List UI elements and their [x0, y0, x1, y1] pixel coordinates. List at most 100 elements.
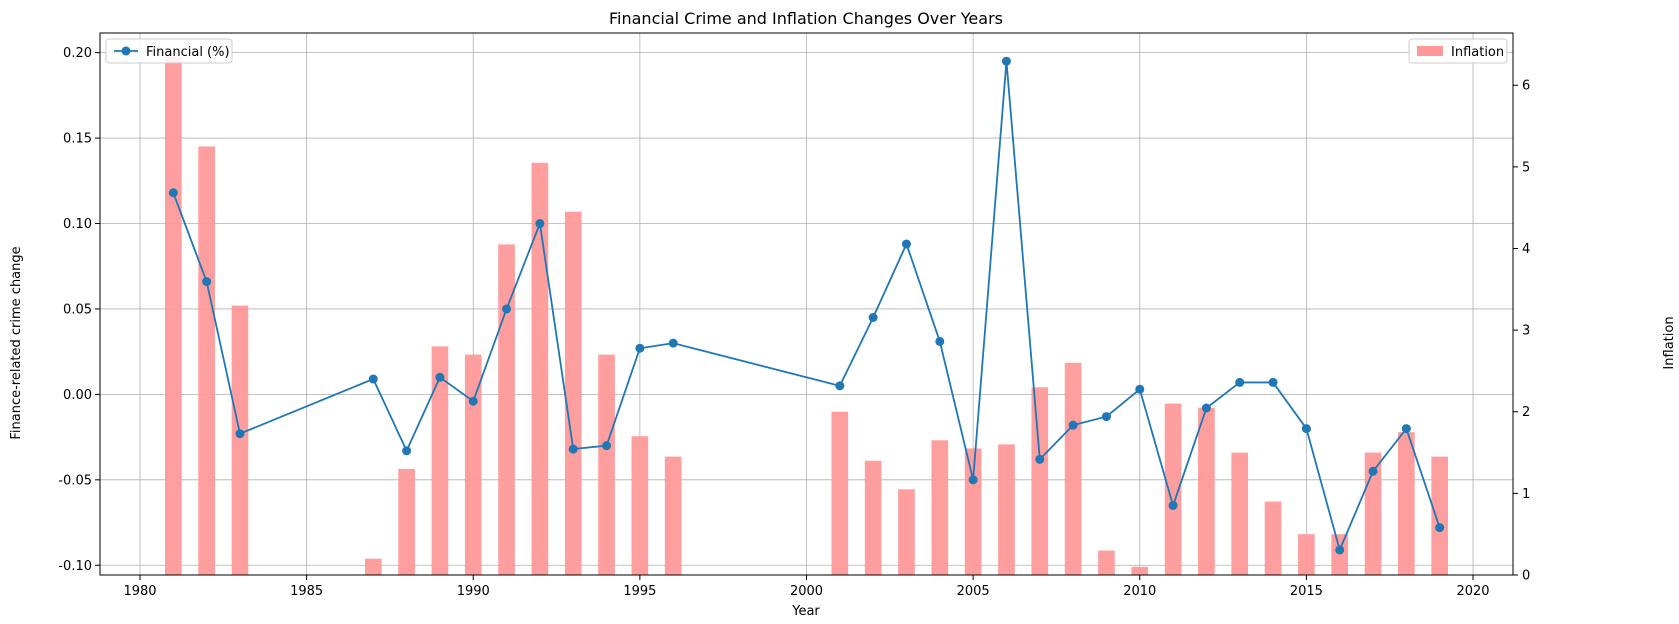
x-tick-label: 1990: [457, 584, 490, 599]
financial-point: [968, 475, 978, 485]
y-left-tick-label: 0.20: [63, 46, 92, 61]
financial-point: [901, 239, 911, 249]
financial-point: [1035, 454, 1045, 464]
financial-point: [1368, 466, 1378, 476]
axes: 1980 1985 1990 1995 2000 2005 2010 2015 2020 -0.1…: [58, 32, 1530, 599]
y-left-tick-label: 0.00: [63, 388, 92, 403]
inflation-bar: [931, 440, 949, 575]
y-left-tick-label: 0.05: [63, 302, 92, 317]
inflation-bar: [398, 468, 415, 575]
y-right-tick-label: 3: [1522, 324, 1530, 339]
financial-point: [535, 219, 545, 229]
x-tick-label: 2015: [1290, 584, 1323, 599]
inflation-bar: [531, 162, 549, 576]
financial-point: [1135, 384, 1145, 394]
x-tick-label: 2020: [1456, 584, 1489, 599]
inflation-bar: [431, 346, 449, 575]
financial-point: [835, 381, 845, 391]
inflation-bar: [1198, 407, 1215, 575]
x-tick-label: 2010: [1123, 584, 1156, 599]
legend-inflation-box: [1408, 38, 1508, 64]
financial-point: [602, 441, 612, 451]
financial-point: [1201, 403, 1211, 413]
inflation-bar: [1131, 566, 1149, 575]
inflation-bar: [964, 448, 982, 575]
legend-financial: Financial (%): [105, 38, 233, 64]
financial-point: [1401, 424, 1411, 434]
inflation-bar: [464, 354, 482, 575]
inflation-bar: [564, 211, 582, 575]
financial-point: [1268, 377, 1278, 387]
inflation-bar: [898, 489, 915, 575]
legend-inflation-label: Inflation: [1451, 45, 1504, 60]
legend-financial-marker: [121, 46, 131, 56]
inflation-bar: [1264, 501, 1282, 575]
financial-point: [202, 277, 212, 287]
financial-point: [168, 188, 178, 198]
inflation-bar: [1431, 456, 1449, 575]
inflation-bar: [231, 305, 249, 575]
financial-point: [435, 372, 445, 382]
financial-point: [868, 312, 878, 322]
financial-point: [1168, 500, 1178, 510]
inflation-bar: [498, 244, 515, 575]
inflation-bar: [1298, 534, 1315, 575]
inflation-bar: [1164, 403, 1182, 575]
financial-point: [1001, 56, 1011, 66]
x-tick-label: 1985: [290, 584, 323, 599]
y-right-tick-label: 1: [1522, 487, 1530, 502]
financial-point: [635, 343, 645, 353]
financial-point: [1301, 424, 1311, 434]
legend-financial-label: Financial (%): [146, 45, 230, 60]
grid: [100, 33, 1513, 575]
inflation-bar: [1064, 362, 1082, 575]
inflation-bars: [164, 56, 1449, 576]
financial-point: [402, 446, 412, 456]
y-right-tick-label: 0: [1522, 569, 1530, 584]
chart-title: Financial Crime and Inflation Changes Ov…: [609, 9, 1003, 28]
y-right-tick-label: 5: [1522, 160, 1530, 175]
financial-point: [468, 396, 478, 406]
inflation-bar: [598, 354, 615, 575]
inflation-bar: [1331, 534, 1349, 575]
inflation-bar: [198, 146, 215, 575]
legend-financial-box: [105, 38, 233, 64]
inflation-bar: [1098, 550, 1115, 575]
y-left-tick-label: 0.15: [63, 132, 92, 147]
y-right-axis-label: Inflation: [1662, 316, 1677, 369]
y-right-tick-label: 6: [1522, 79, 1530, 94]
x-tick-label: 1980: [123, 584, 156, 599]
y-left-tick-label: 0.10: [63, 217, 92, 232]
financial-point: [1101, 412, 1111, 422]
x-tick-label: 1995: [623, 584, 656, 599]
inflation-bar: [1031, 387, 1049, 575]
inflation-bar: [1398, 432, 1415, 575]
financial-point: [502, 304, 512, 314]
financial-point: [1435, 523, 1445, 533]
financial-point: [568, 444, 578, 454]
financial-point: [235, 429, 245, 439]
inflation-bar: [631, 436, 649, 575]
financial-point: [668, 338, 678, 348]
financial-point: [368, 374, 378, 384]
inflation-bar: [164, 56, 182, 575]
financial-line: [168, 56, 1445, 555]
inflation-bar: [864, 460, 882, 575]
inflation-bar: [1231, 452, 1249, 575]
financial-point: [1068, 420, 1078, 430]
inflation-bar: [831, 411, 849, 575]
financial-point: [1335, 545, 1345, 555]
inflation-bar: [664, 456, 682, 575]
y-left-axis-label: Finance-related crime change: [9, 246, 24, 439]
inflation-bar: [998, 444, 1015, 575]
x-tick-label: 2000: [790, 584, 823, 599]
x-tick-label: 2005: [957, 584, 990, 599]
legend-inflation-swatch: [1417, 46, 1443, 56]
y-right-tick-label: 4: [1522, 242, 1530, 257]
financial-series-line: [172, 61, 1441, 553]
y-left-tick-label: -0.05: [58, 473, 92, 488]
y-left-tick-label: -0.10: [58, 559, 92, 574]
financial-point: [1235, 377, 1245, 387]
x-axis-label: Year: [791, 604, 820, 619]
